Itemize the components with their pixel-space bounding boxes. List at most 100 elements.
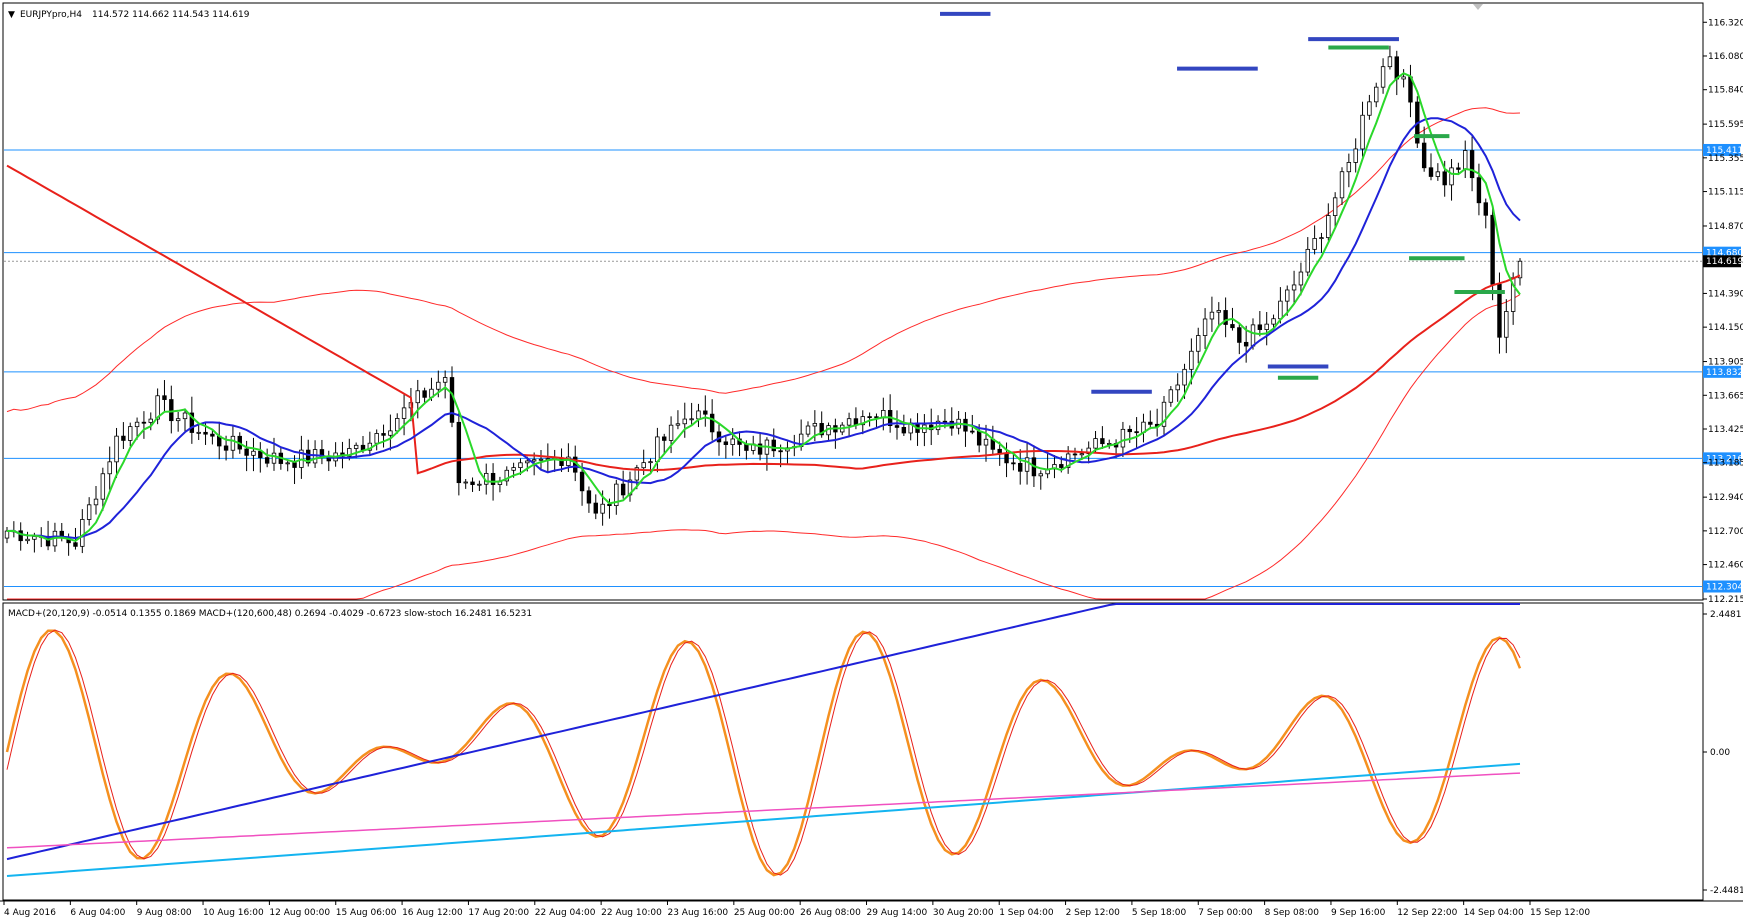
candle — [141, 411, 147, 439]
candle-body — [169, 399, 174, 422]
candle-body — [100, 473, 106, 500]
candle — [641, 449, 646, 476]
candle-body — [1079, 453, 1085, 456]
candle — [175, 411, 181, 432]
candle — [833, 418, 838, 449]
candle-body — [662, 436, 667, 441]
candle — [1497, 272, 1502, 354]
candle-body — [1319, 237, 1324, 240]
level-price-badge — [1703, 580, 1741, 593]
candle — [1456, 162, 1461, 175]
time-tick-label: 9 Sep 16:00 — [1331, 908, 1386, 918]
candle — [874, 413, 879, 429]
time-tick-label: 12 Sep 22:00 — [1397, 908, 1457, 918]
current-price-label: 114.619 — [1706, 257, 1743, 267]
candle — [381, 424, 386, 448]
price-tick-label: 115.115 — [1708, 188, 1743, 198]
candle-body — [853, 418, 859, 426]
candle-body — [1394, 56, 1399, 80]
candle-body — [586, 490, 592, 504]
candle — [285, 459, 290, 472]
candle — [456, 409, 462, 496]
candle-body — [1332, 197, 1338, 216]
price-tick-label: 113.905 — [1708, 358, 1743, 368]
candle-body — [942, 420, 948, 423]
candle — [764, 437, 770, 471]
candle-body — [1175, 384, 1180, 391]
candle-body — [490, 472, 496, 485]
candle-body — [182, 412, 188, 420]
candle-body — [470, 481, 475, 485]
indicator-tick-label: 0.00 — [1710, 748, 1730, 758]
indicator-tick-label: -2.4481 — [1710, 886, 1743, 896]
candle-body — [271, 452, 277, 464]
candle — [894, 410, 900, 440]
candle-body — [4, 530, 10, 539]
candle — [915, 413, 920, 446]
candle-body — [723, 441, 729, 445]
candle — [922, 414, 927, 447]
time-tick-label: 12 Aug 00:00 — [269, 908, 330, 918]
candle — [662, 433, 667, 455]
candle — [1428, 153, 1434, 181]
candle-body — [983, 438, 989, 446]
candle — [689, 402, 694, 426]
candle-body — [1004, 452, 1009, 464]
candle-body — [128, 426, 133, 441]
candle — [1332, 192, 1338, 228]
candle-body — [285, 462, 290, 465]
candle-body — [401, 407, 407, 419]
price-tick-label: 112.215 — [1708, 595, 1743, 605]
chart-shift-marker[interactable] — [1473, 4, 1483, 10]
candle-body — [1483, 202, 1488, 216]
candle-body — [600, 503, 605, 514]
candle — [1374, 82, 1379, 108]
candle-body — [1517, 260, 1523, 279]
candle-body — [668, 424, 674, 441]
candle-body — [1428, 167, 1434, 177]
candle — [299, 435, 304, 479]
candle-body — [620, 483, 626, 496]
candle — [442, 370, 448, 399]
candle — [1196, 327, 1201, 364]
candle — [723, 436, 729, 459]
candle-body — [648, 461, 653, 464]
candle-body — [1223, 310, 1228, 325]
candle-body — [1305, 248, 1310, 273]
candle — [1257, 311, 1263, 337]
candle-body — [1291, 284, 1297, 291]
level-price-label: 115.411 — [1706, 146, 1743, 156]
candle-body — [1367, 101, 1372, 116]
main-pane-frame — [2, 2, 1704, 601]
price-tick-label: 114.870 — [1708, 222, 1743, 232]
window-menu-icon[interactable]: ▼ — [8, 10, 15, 20]
candle — [1141, 413, 1146, 443]
candle — [696, 403, 701, 428]
candle — [1154, 408, 1160, 437]
level-price-badge — [1703, 365, 1741, 378]
price-tick-label: 116.080 — [1708, 52, 1743, 62]
time-tick-label: 7 Sep 00:00 — [1198, 908, 1253, 918]
candle — [846, 412, 852, 436]
candle-body — [436, 381, 441, 390]
time-tick-label: 29 Aug 14:00 — [867, 908, 928, 918]
candle-body — [655, 436, 660, 463]
candle — [552, 449, 557, 472]
candle-body — [175, 418, 181, 422]
time-tick-label: 10 Aug 16:00 — [203, 908, 264, 918]
candle-body — [1346, 162, 1352, 173]
candle — [1161, 395, 1167, 436]
candle — [908, 418, 913, 441]
candle — [210, 429, 215, 445]
candle-body — [1339, 171, 1345, 199]
time-tick-label: 26 Aug 08:00 — [800, 908, 861, 918]
candle — [244, 440, 249, 472]
candle — [1038, 470, 1043, 490]
candle — [949, 407, 954, 436]
candle-body — [374, 433, 379, 444]
candle-body — [1469, 150, 1475, 179]
candle — [792, 434, 797, 457]
time-tick-label: 4 Aug 2016 — [4, 908, 56, 918]
candle — [1237, 323, 1242, 355]
level-price-badge — [1703, 452, 1741, 465]
